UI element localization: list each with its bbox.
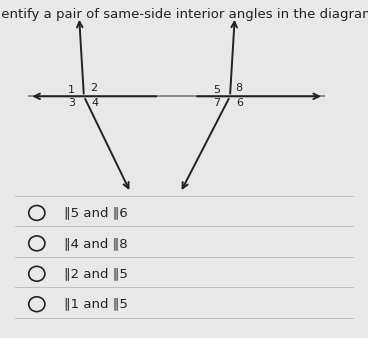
Text: 5: 5: [213, 84, 221, 95]
Text: 8: 8: [236, 83, 243, 93]
Text: 2: 2: [90, 83, 98, 93]
Text: ∥2 and ∥5: ∥2 and ∥5: [64, 267, 128, 280]
Text: ∥5 and ∥6: ∥5 and ∥6: [64, 207, 128, 219]
Text: 4: 4: [91, 98, 99, 108]
Text: ∥4 and ∥8: ∥4 and ∥8: [64, 237, 128, 250]
Text: 3: 3: [68, 98, 75, 108]
Text: 6: 6: [236, 98, 244, 108]
Text: ∥1 and ∥5: ∥1 and ∥5: [64, 298, 128, 311]
Text: 7: 7: [213, 98, 221, 108]
Text: Identify a pair of same-side interior angles in the diagram.: Identify a pair of same-side interior an…: [0, 8, 368, 21]
Text: 1: 1: [68, 84, 75, 95]
